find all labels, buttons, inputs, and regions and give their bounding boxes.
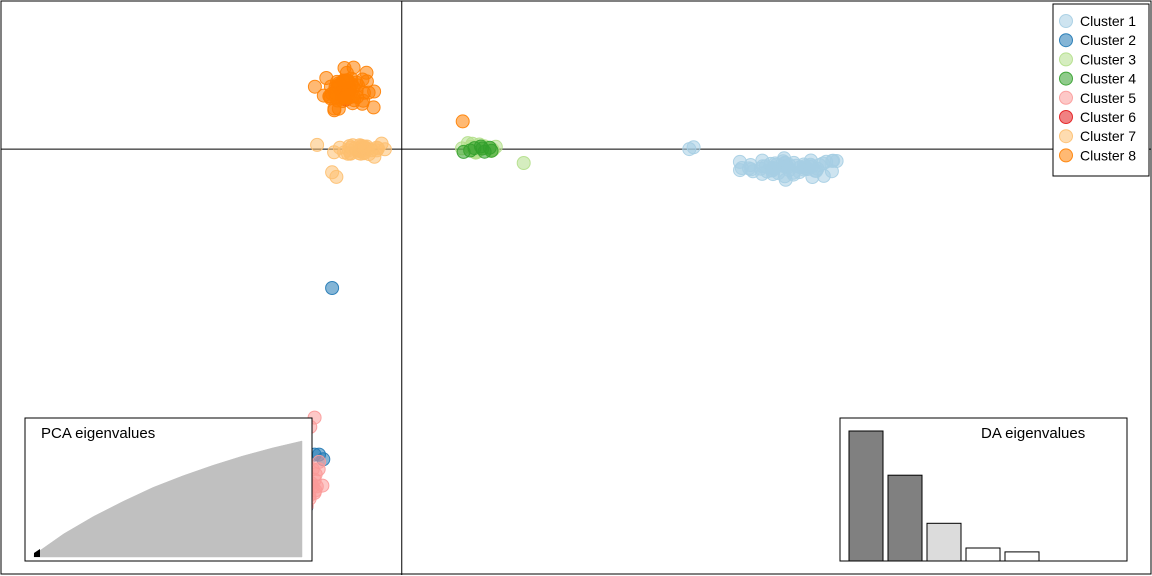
data-point [768, 156, 783, 171]
legend-swatch [1059, 110, 1073, 124]
legend-label: Cluster 6 [1080, 109, 1136, 125]
series-8 [307, 60, 470, 129]
pca-inset-title: PCA eigenvalues [41, 425, 155, 442]
data-point [310, 137, 325, 152]
data-point [805, 159, 820, 174]
legend-label: Cluster 4 [1080, 71, 1136, 87]
legend-box [1052, 3, 1150, 177]
legend-label: Cluster 8 [1080, 147, 1136, 163]
data-point [367, 84, 382, 99]
series-7 [310, 136, 392, 184]
data-point [338, 90, 353, 105]
legend-swatch [1059, 129, 1073, 144]
scatter-points [279, 60, 844, 523]
legend-label: Cluster 7 [1080, 128, 1136, 144]
legend-label: Cluster 5 [1080, 90, 1136, 106]
legend-label: Cluster 1 [1080, 13, 1136, 29]
da-inset-title: DA eigenvalues [981, 425, 1085, 442]
da-eigenvalues-inset: DA eigenvalues [839, 417, 1128, 562]
data-point [467, 141, 482, 156]
legend-swatch [1059, 71, 1073, 86]
da-eigenvalue-bar [926, 522, 962, 562]
legend-swatch [1059, 52, 1073, 67]
series-1 [682, 140, 844, 187]
data-point [455, 114, 470, 129]
pca-eigenvalues-inset: PCA eigenvalues [24, 417, 313, 562]
legend: Cluster 1 Cluster 2 Cluster 3 Cluster 4 Clus… [1052, 3, 1150, 177]
da-eigenvalue-bar [965, 547, 1001, 562]
legend-swatch [1059, 14, 1073, 28]
data-point [826, 153, 841, 168]
legend-label: Cluster 3 [1080, 51, 1136, 67]
data-point [516, 156, 531, 170]
da-eigenvalue-bar [887, 474, 923, 562]
data-point [329, 169, 344, 184]
data-point [339, 73, 353, 88]
data-point [786, 167, 801, 182]
da-eigenvalue-bar [848, 430, 884, 562]
series-4 [456, 139, 499, 159]
legend-swatch [1059, 90, 1073, 105]
pca-selected-components [34, 549, 40, 557]
data-point [325, 281, 340, 295]
data-point [307, 79, 322, 94]
legend-swatch [1059, 33, 1073, 48]
data-point [686, 140, 701, 155]
da-eigenvalue-bar [1004, 551, 1040, 562]
pca-eigenvalue-area [33, 440, 303, 558]
data-point [359, 65, 374, 80]
data-point [349, 84, 364, 99]
data-point [364, 143, 379, 158]
data-point [746, 164, 760, 179]
legend-swatch [1059, 148, 1073, 163]
data-point [732, 154, 747, 169]
legend-label: Cluster 2 [1080, 32, 1136, 48]
